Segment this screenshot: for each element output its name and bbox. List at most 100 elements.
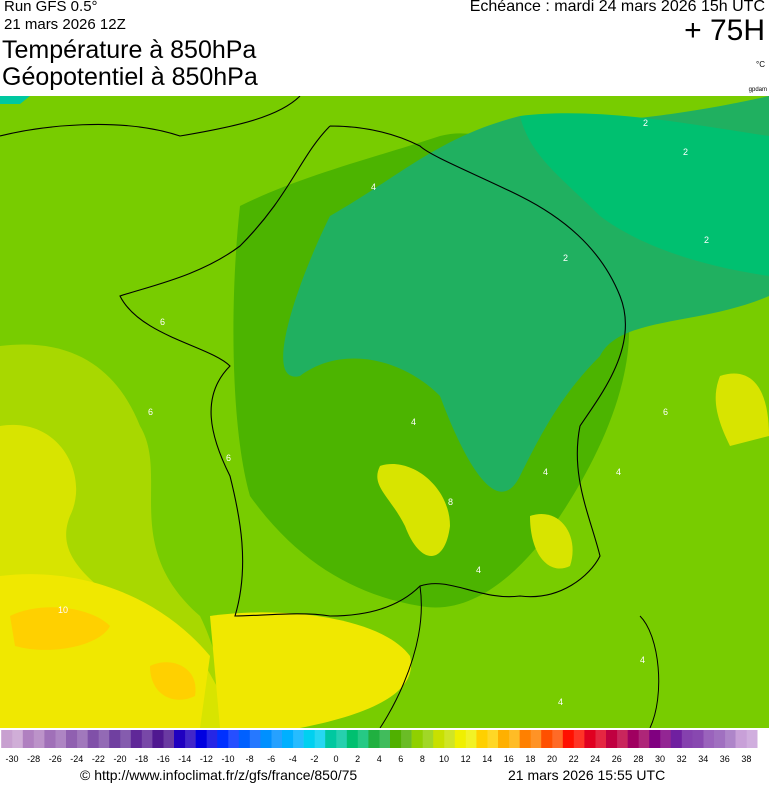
colorbar-tick-label: 4: [377, 754, 382, 764]
colorbar-swatch: [552, 730, 564, 748]
colorbar-swatch: [346, 730, 358, 748]
colorbar-swatch: [44, 730, 56, 748]
colorbar-swatch: [454, 730, 466, 748]
colorbar-tick-label: 34: [698, 754, 708, 764]
colorbar-swatch: [238, 730, 250, 748]
contour-label: 2: [643, 118, 648, 128]
title: Température à 850hPa: [2, 36, 257, 64]
contour-label: 6: [148, 407, 153, 417]
colorbar-swatch: [487, 730, 499, 748]
contour-label: 4: [616, 467, 621, 477]
colorbar-swatch: [228, 730, 240, 748]
echeance: Echéance : mardi 24 mars 2026 15h UTC: [469, 0, 765, 15]
colorbar-tick-label: -2: [310, 754, 318, 764]
colorbar-swatch: [303, 730, 315, 748]
colorbar-swatch: [282, 730, 294, 748]
colorbar-swatch: [724, 730, 736, 748]
colorbar-swatch: [465, 730, 477, 748]
colorbar-tick-label: 2: [355, 754, 360, 764]
colorbar-swatch: [562, 730, 574, 748]
colorbar-swatch: [76, 730, 88, 748]
colorbar-tick-label: -10: [221, 754, 234, 764]
contour-label: 6: [226, 453, 231, 463]
cold-zone: [0, 96, 30, 104]
run-date: 21 mars 2026 12Z: [4, 16, 126, 33]
colorbar-swatch: [12, 730, 24, 748]
colorbar-tick-label: -16: [157, 754, 170, 764]
contour-label: 4: [411, 417, 416, 427]
colorbar-swatch: [260, 730, 272, 748]
colorbar-swatch: [292, 730, 304, 748]
colorbar-swatch: [66, 730, 78, 748]
warm-zone: [715, 373, 769, 446]
colorbar-swatch: [616, 730, 628, 748]
hot-zone: [10, 607, 110, 650]
contour-label: 2: [563, 253, 568, 263]
colorbar-swatch: [33, 730, 45, 748]
colorbar-swatch: [714, 730, 726, 748]
colorbar-swatch: [22, 730, 34, 748]
colorbar-swatch: [163, 730, 175, 748]
colorbar-swatch: [379, 730, 391, 748]
colorbar-tick-label: -30: [5, 754, 18, 764]
colorbar-tick-label: -6: [267, 754, 275, 764]
colorbar-tick-label: -22: [92, 754, 105, 764]
generated-time: 21 mars 2026 15:55 UTC: [508, 767, 666, 783]
contour-label: 4: [371, 182, 376, 192]
colorbar-swatch: [174, 730, 186, 748]
colorbar-tick-label: 20: [547, 754, 557, 764]
contour-label: 6: [663, 407, 668, 417]
colorbar-swatch: [400, 730, 412, 748]
colorbar-swatch: [217, 730, 229, 748]
colorbar-swatch: [660, 730, 672, 748]
contour-label: 4: [476, 565, 481, 575]
colorbar-swatch: [1, 730, 13, 748]
colorbar-swatch: [109, 730, 121, 748]
colorbar-swatch: [735, 730, 747, 748]
colorbar-tick-label: 26: [612, 754, 622, 764]
colorbar-swatch: [184, 730, 196, 748]
colorbar-tick-label: 16: [504, 754, 514, 764]
contour-label: 4: [558, 697, 563, 707]
colorbar-tick-label: 10: [439, 754, 449, 764]
colorbar-swatch: [87, 730, 99, 748]
colorbar-swatch: [519, 730, 531, 748]
colorbar-swatch: [595, 730, 607, 748]
colorbar-tick-label: 0: [333, 754, 338, 764]
contour-label: 2: [704, 235, 709, 245]
unit: °C: [756, 60, 765, 69]
colorbar-swatch: [703, 730, 715, 748]
colorbar-tick-label: -8: [246, 754, 254, 764]
colorbar-tick-label: -12: [200, 754, 213, 764]
colorbar-tick-label: 28: [633, 754, 643, 764]
colorbar-tick-label: 32: [677, 754, 687, 764]
colorbar-swatch: [444, 730, 456, 748]
colorbar-swatch: [98, 730, 110, 748]
colorbar-swatch: [411, 730, 423, 748]
colorbar-tick-label: 18: [525, 754, 535, 764]
colorbar-swatch: [638, 730, 650, 748]
contour-labels: 2 2 2 2 4 4 4 4 4 4 4 6 6 6 6 8 10: [58, 118, 709, 707]
colorbar-swatch: [390, 730, 402, 748]
colorbar-swatch: [249, 730, 261, 748]
colorbar-swatch: [606, 730, 618, 748]
colorbar-swatch: [681, 730, 693, 748]
colorbar-swatch: [541, 730, 553, 748]
colorbar-tick-label: 22: [569, 754, 579, 764]
colorbar-swatch: [271, 730, 283, 748]
colorbar-swatch: [508, 730, 520, 748]
colorbar-swatch: [476, 730, 488, 748]
colorbar-swatch: [130, 730, 142, 748]
colorbar-swatch: [573, 730, 585, 748]
contour-label: 8: [448, 497, 453, 507]
colorbar-swatch: [120, 730, 132, 748]
colorbar-swatch: [422, 730, 434, 748]
colorbar-tick-label: -28: [27, 754, 40, 764]
colorbar-swatch: [368, 730, 380, 748]
colorbar-swatch: [433, 730, 445, 748]
colorbar-swatch: [141, 730, 153, 748]
colorbar-swatch: [325, 730, 337, 748]
colorbar-tick-label: -4: [289, 754, 297, 764]
colorbar-tick-label: 24: [590, 754, 600, 764]
